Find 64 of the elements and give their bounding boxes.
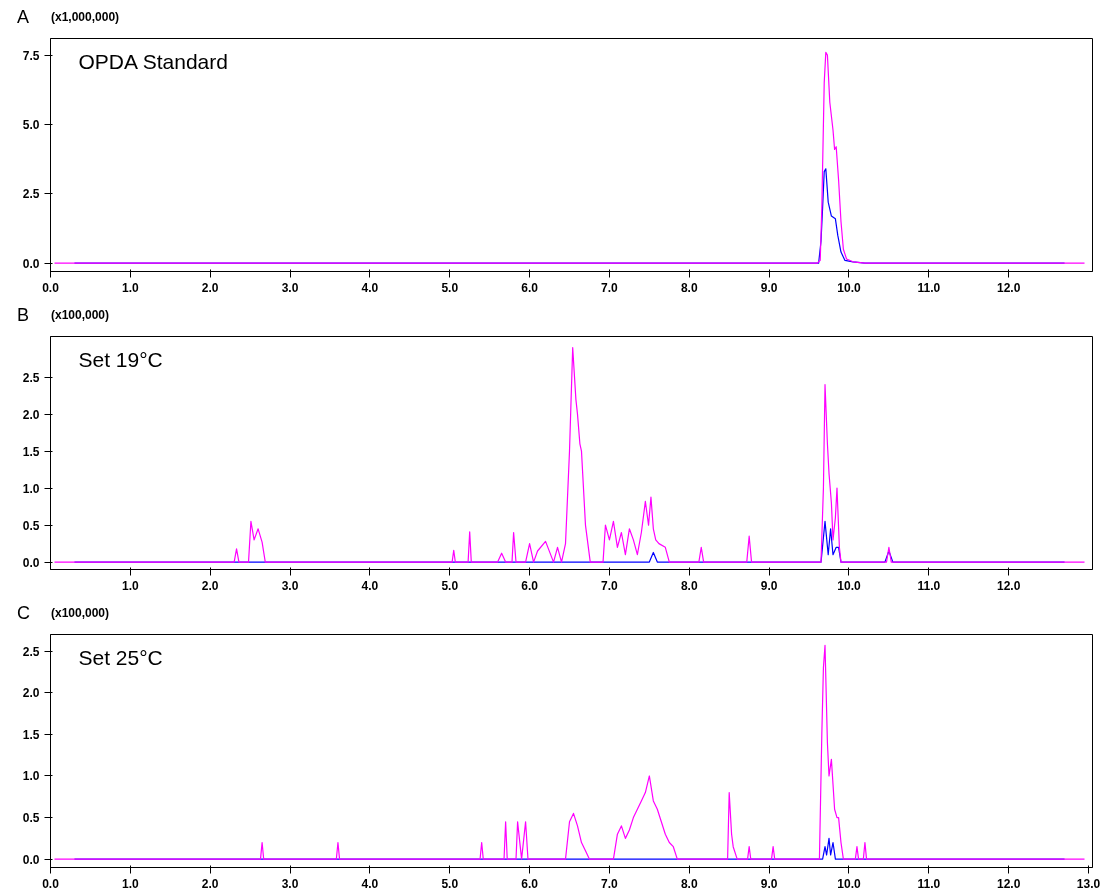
y-tick-label: 1.0	[22, 481, 40, 496]
y-axis-title: (x1,000,000)	[51, 9, 120, 26]
x-tick-label: 12.0	[996, 578, 1021, 593]
x-tick-label: 10.0	[837, 280, 861, 295]
x-tick-label: 8.0	[680, 280, 698, 295]
x-tick-label: 12.0	[996, 280, 1021, 295]
x-tick-label: 2.0	[201, 876, 219, 891]
x-tick-label: 6.0	[521, 876, 539, 891]
x-tick-label: 3.0	[281, 876, 299, 891]
x-tick-label: 5.0	[441, 280, 459, 295]
x-tick-label: 5.0	[441, 578, 459, 593]
y-tick-label: 2.5	[22, 370, 40, 385]
x-tick-label: 12.0	[996, 876, 1021, 891]
x-tick-label: 7.0	[601, 578, 619, 593]
x-tick-label: 8.0	[680, 578, 698, 593]
y-tick-label: 1.5	[22, 444, 40, 459]
x-tick-label: 8.0	[680, 876, 698, 891]
x-tick-label: 11.0	[917, 578, 941, 593]
chart-title: C	[17, 602, 30, 625]
x-tick-label: 10.0	[837, 876, 861, 891]
x-tick-label: 11.0	[917, 280, 941, 295]
x-tick-label: 1.0	[122, 578, 140, 593]
x-tick-label: 4.0	[361, 578, 379, 593]
x-tick-label: 11.0	[917, 876, 941, 891]
annotation: Set 25°C	[78, 645, 163, 669]
x-tick-label: 2.0	[201, 280, 219, 295]
x-tick-label: 7.0	[601, 280, 619, 295]
y-tick-label: 2.0	[22, 686, 40, 701]
y-tick-label: 5.0	[22, 117, 40, 132]
y-tick-label: 0.0	[22, 852, 40, 867]
x-tick-label: 3.0	[281, 280, 299, 295]
x-tick-label: 6.0	[521, 280, 539, 295]
x-tick-label: 0.0	[42, 876, 60, 891]
x-tick-label: 6.0	[521, 578, 539, 593]
annotation: OPDA Standard	[78, 49, 228, 73]
x-tick-label: 4.0	[361, 280, 379, 295]
y-tick-label: 0.0	[22, 256, 40, 271]
y-tick-label: 2.0	[22, 407, 40, 422]
x-tick-label: 10.0	[837, 578, 861, 593]
y-tick-label: 0.5	[22, 518, 40, 533]
annotation: Set 19°C	[78, 347, 163, 371]
chart-title: A	[17, 6, 30, 29]
y-tick-label: 7.5	[22, 48, 40, 63]
x-tick-label: 1.0	[122, 876, 140, 891]
x-tick-label: 4.0	[361, 876, 379, 891]
x-tick-label: 13.0	[1076, 876, 1101, 891]
x-tick-label: 9.0	[760, 280, 778, 295]
x-tick-label: 9.0	[760, 876, 778, 891]
x-tick-label: 7.0	[601, 876, 619, 891]
x-tick-label: 5.0	[441, 876, 459, 891]
y-tick-label: 0.0	[22, 555, 40, 570]
x-tick-label: 2.0	[201, 578, 219, 593]
y-axis-title: (x100,000)	[51, 307, 110, 324]
y-tick-label: 1.5	[22, 727, 40, 742]
y-tick-label: 1.0	[22, 769, 40, 784]
x-tick-label: 0.0	[42, 280, 60, 295]
y-axis-title: (x100,000)	[51, 605, 110, 622]
chart-title: B	[17, 304, 30, 327]
y-tick-label: 2.5	[22, 187, 40, 202]
x-tick-label: 9.0	[760, 578, 778, 593]
y-tick-label: 0.5	[22, 811, 40, 826]
x-tick-label: 3.0	[281, 578, 299, 593]
x-tick-label: 1.0	[122, 280, 140, 295]
y-tick-label: 2.5	[22, 644, 40, 659]
